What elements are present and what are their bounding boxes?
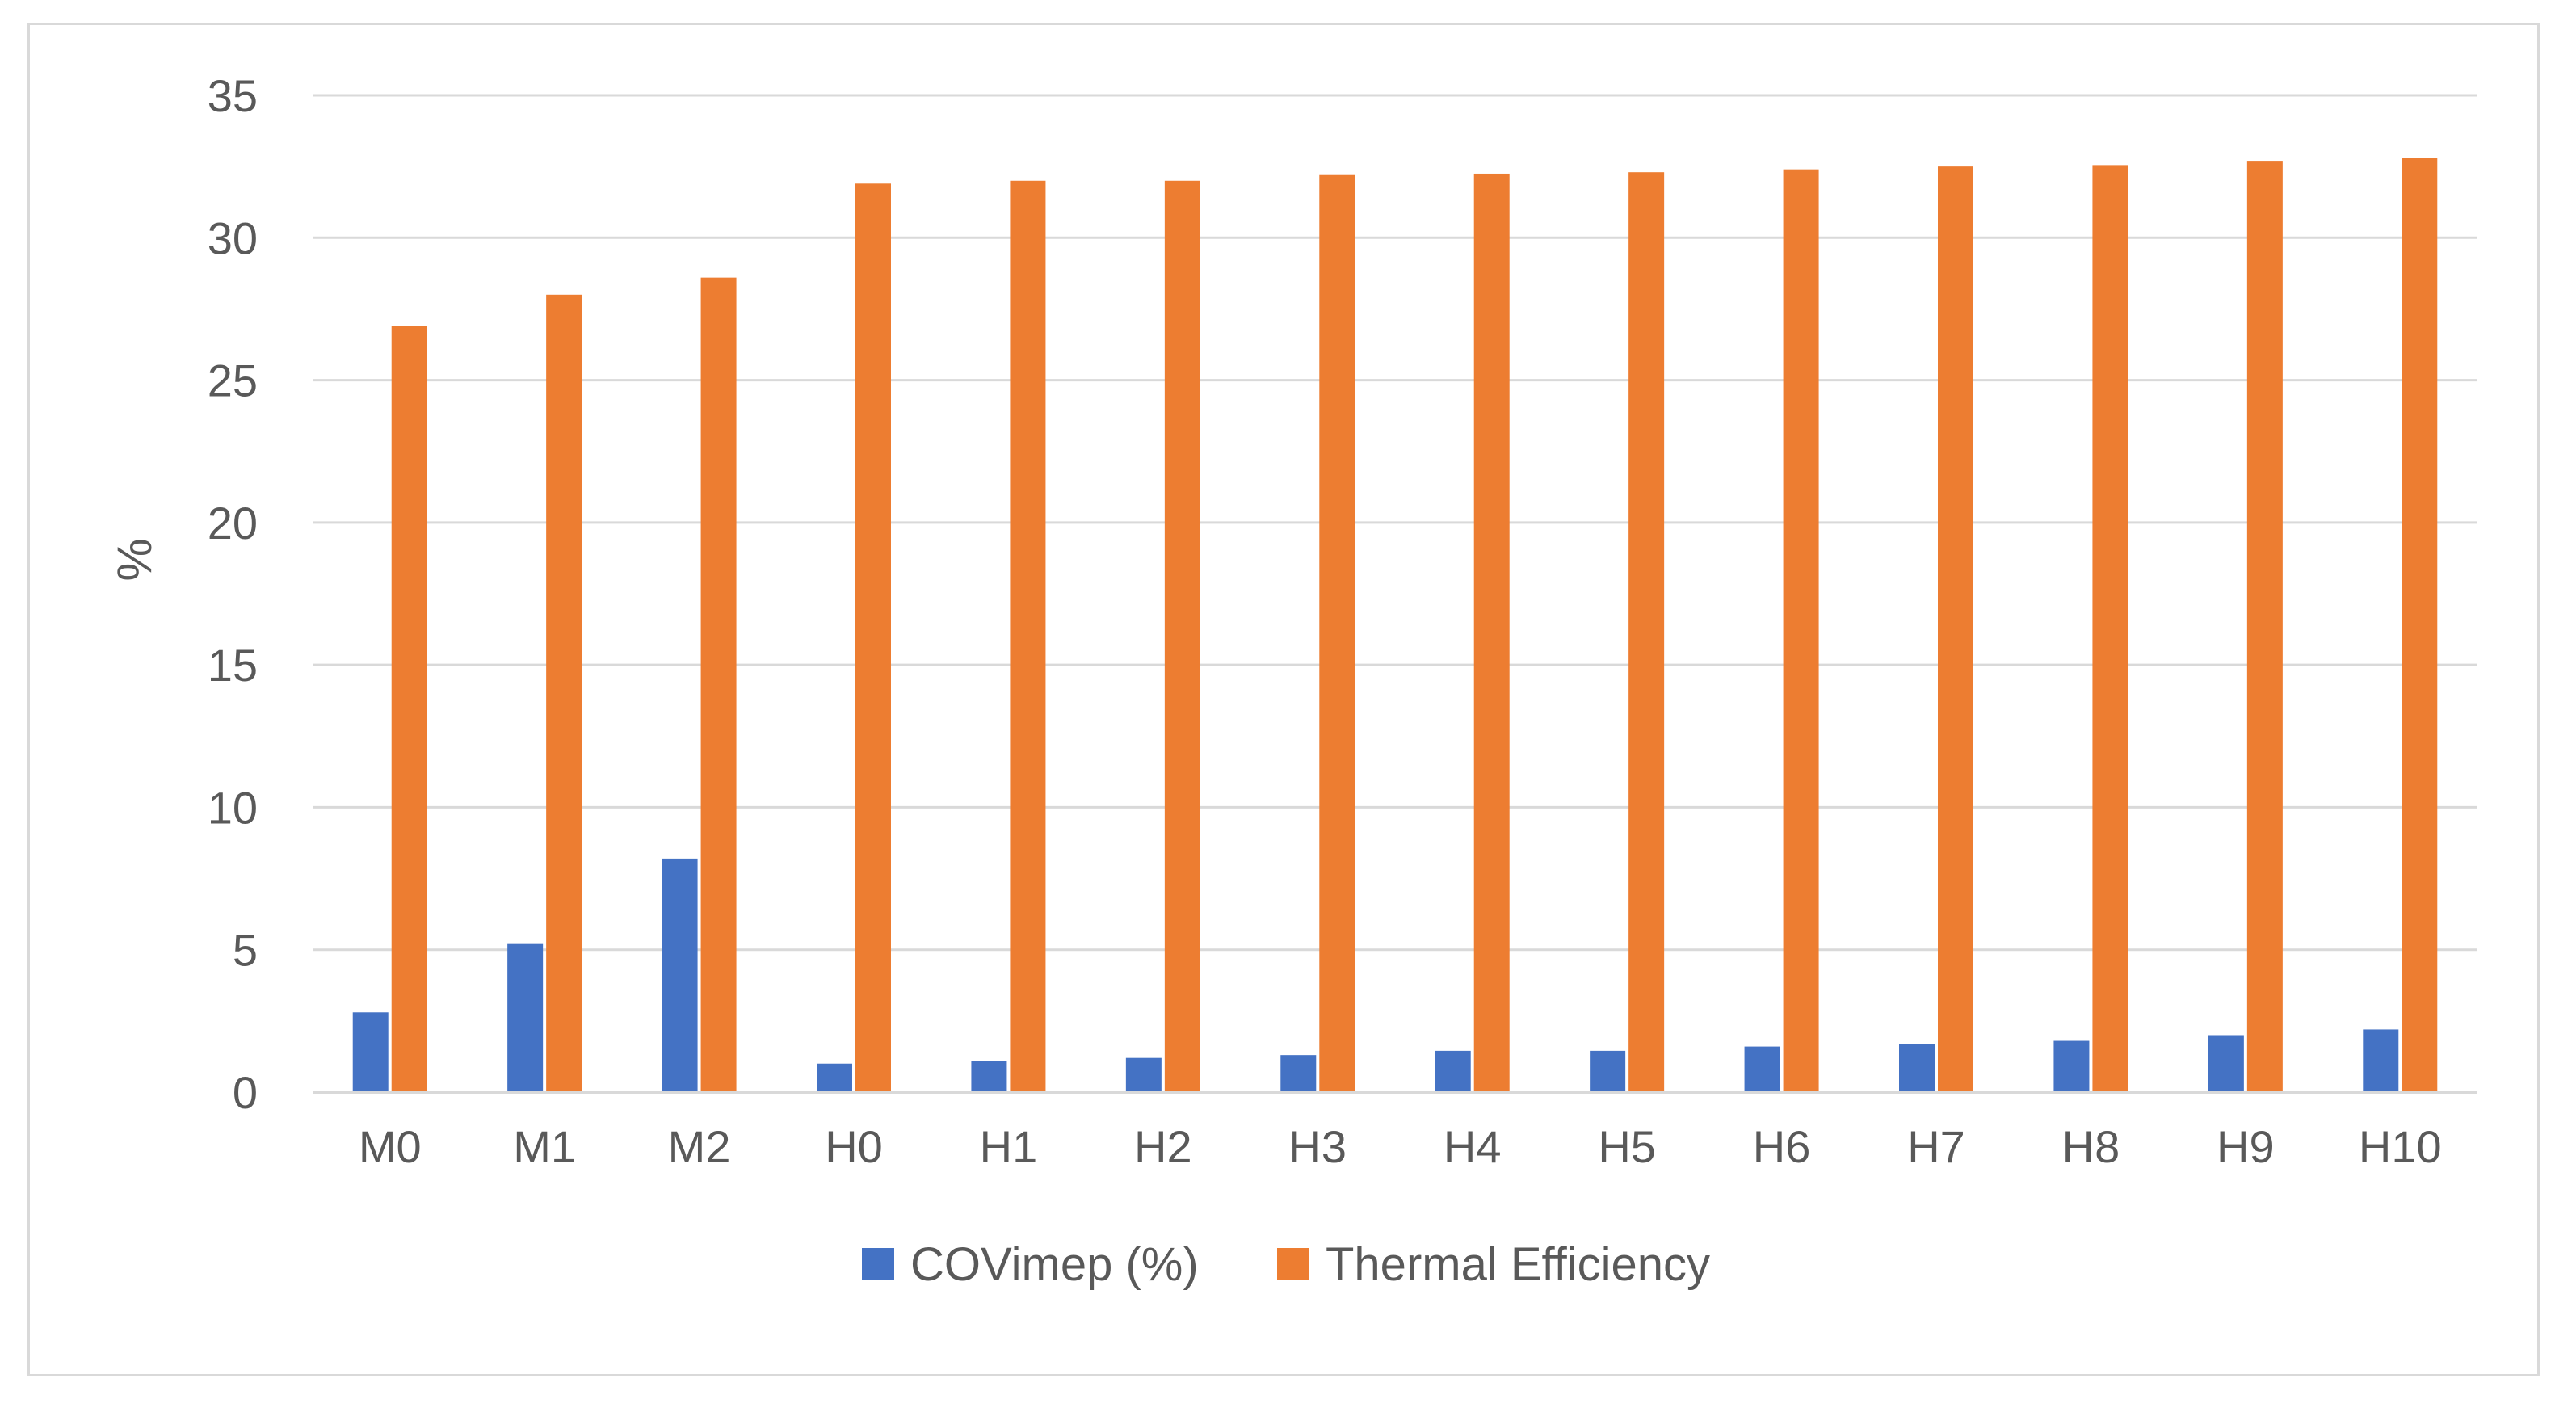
bar-thermal-efficiency-h3 xyxy=(1319,174,1355,1093)
x-tick-label-h4: H4 xyxy=(1443,1121,1502,1172)
bar-covimep-h6 xyxy=(1744,1046,1780,1092)
bar-covimep-m0 xyxy=(352,1012,389,1092)
bar-covimep-h4 xyxy=(1435,1050,1471,1092)
x-tick-label-m1: M1 xyxy=(513,1121,576,1172)
x-tick-label-h2: H2 xyxy=(1134,1121,1192,1172)
x-tick-label-h7: H7 xyxy=(1907,1121,1965,1172)
bar-covimep-h9 xyxy=(2208,1035,2244,1092)
bar-thermal-efficiency-m1 xyxy=(546,294,582,1092)
x-tick-label-m0: M0 xyxy=(359,1121,422,1172)
bar-covimep-h5 xyxy=(1590,1050,1626,1092)
y-tick-label: 35 xyxy=(208,70,258,121)
legend: COVimep (%) Thermal Efficiency xyxy=(862,1238,1710,1291)
y-tick-label: 25 xyxy=(208,355,258,406)
bar-thermal-efficiency-h1 xyxy=(1010,180,1046,1092)
legend-label-thermal-efficiency: Thermal Efficiency xyxy=(1326,1238,1710,1291)
bar-thermal-efficiency-h4 xyxy=(1473,173,1510,1092)
y-tick-label: 5 xyxy=(233,925,258,976)
bar-covimep-m1 xyxy=(507,943,544,1092)
bar-thermal-efficiency-h2 xyxy=(1164,180,1200,1092)
bar-covimep-h3 xyxy=(1280,1055,1317,1092)
y-tick-label: 30 xyxy=(208,212,258,263)
y-axis-ticks: 0 5 10 15 20 25 30 35 xyxy=(208,70,258,1118)
bar-covimep-h7 xyxy=(1899,1044,1935,1092)
bars xyxy=(352,158,2438,1093)
gridlines xyxy=(313,94,2477,952)
bar-covimep-m2 xyxy=(662,858,698,1092)
x-tick-label-h3: H3 xyxy=(1288,1121,1347,1172)
x-tick-label-h0: H0 xyxy=(825,1121,883,1172)
x-tick-label-h10: H10 xyxy=(2359,1121,2442,1172)
x-tick-label-h9: H9 xyxy=(2217,1121,2275,1172)
bar-thermal-efficiency-h0 xyxy=(855,183,891,1093)
x-tick-label-m2: M2 xyxy=(668,1121,731,1172)
bar-thermal-efficiency-h9 xyxy=(2246,161,2283,1092)
bar-thermal-efficiency-m0 xyxy=(391,326,427,1092)
bar-covimep-h10 xyxy=(2363,1029,2399,1092)
bar-covimep-h2 xyxy=(1125,1057,1162,1092)
x-tick-label-h8: H8 xyxy=(2062,1121,2120,1172)
chart-frame: 0 5 10 15 20 25 30 35 % M0 M1 M2 H0 H1 H2 H3 H4 H5 H6 H7 H… xyxy=(27,23,2540,1376)
x-tick-label-h5: H5 xyxy=(1598,1121,1656,1172)
legend-swatch-thermal-efficiency xyxy=(1277,1248,1309,1280)
x-tick-label-h1: H1 xyxy=(980,1121,1038,1172)
legend-label-covimep: COVimep (%) xyxy=(910,1238,1199,1291)
y-tick-label: 10 xyxy=(208,782,258,833)
legend-swatch-covimep xyxy=(862,1248,894,1280)
y-tick-label: 20 xyxy=(208,498,258,548)
bar-chart: 0 5 10 15 20 25 30 35 % M0 M1 M2 H0 H1 H2 H3 H4 H5 H6 H7 H… xyxy=(107,70,2477,1291)
bar-thermal-efficiency-h8 xyxy=(2092,165,2128,1092)
y-tick-label: 15 xyxy=(208,640,258,691)
bar-thermal-efficiency-h5 xyxy=(1628,172,1665,1092)
bar-covimep-h0 xyxy=(817,1063,852,1092)
x-tick-label-h6: H6 xyxy=(1753,1121,1811,1172)
bar-covimep-h1 xyxy=(971,1061,1007,1092)
bar-thermal-efficiency-h7 xyxy=(1938,166,1973,1093)
y-tick-label: 0 xyxy=(233,1067,258,1118)
bar-thermal-efficiency-h6 xyxy=(1783,169,1819,1092)
x-axis-ticks: M0 M1 M2 H0 H1 H2 H3 H4 H5 H6 H7 H8 H9 H10 xyxy=(359,1121,2442,1172)
bar-covimep-h8 xyxy=(2053,1040,2090,1092)
y-axis-title: % xyxy=(107,538,162,581)
bar-thermal-efficiency-m2 xyxy=(700,277,737,1092)
bar-thermal-efficiency-h10 xyxy=(2402,158,2438,1093)
